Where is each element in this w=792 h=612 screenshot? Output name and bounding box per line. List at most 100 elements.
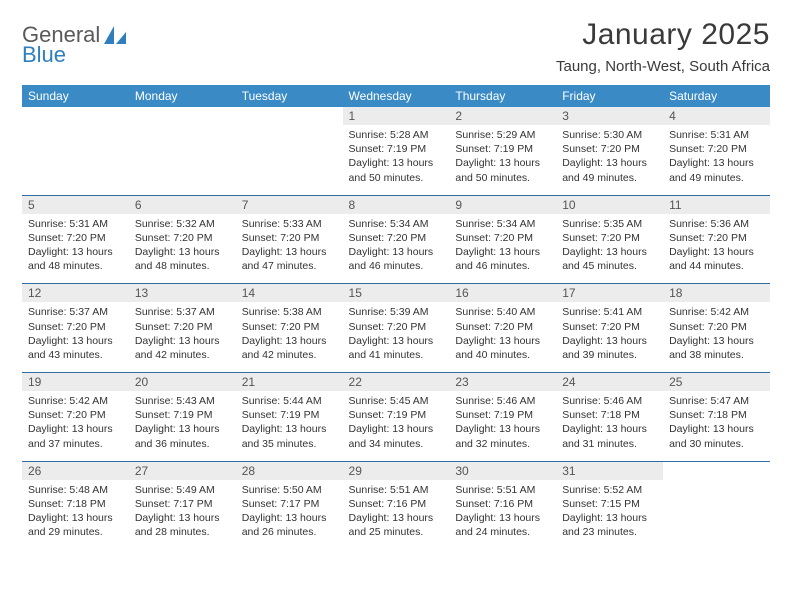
weekday-header: Sunday bbox=[22, 85, 129, 107]
calendar-day-cell: 22Sunrise: 5:45 AMSunset: 7:19 PMDayligh… bbox=[343, 373, 450, 462]
day-number: 26 bbox=[22, 462, 129, 480]
day-content: Sunrise: 5:47 AMSunset: 7:18 PMDaylight:… bbox=[663, 391, 770, 461]
day-number: 9 bbox=[449, 196, 556, 214]
day-content: Sunrise: 5:32 AMSunset: 7:20 PMDaylight:… bbox=[129, 214, 236, 284]
day-content: Sunrise: 5:52 AMSunset: 7:15 PMDaylight:… bbox=[556, 480, 663, 550]
daylight-line: Daylight: 13 hours and 50 minutes. bbox=[349, 156, 444, 184]
day-number: 22 bbox=[343, 373, 450, 391]
sunrise-line: Sunrise: 5:51 AM bbox=[349, 483, 444, 497]
sunrise-line: Sunrise: 5:49 AM bbox=[135, 483, 230, 497]
sunset-line: Sunset: 7:19 PM bbox=[455, 408, 550, 422]
sunrise-line: Sunrise: 5:50 AM bbox=[242, 483, 337, 497]
day-content: Sunrise: 5:42 AMSunset: 7:20 PMDaylight:… bbox=[22, 391, 129, 461]
sunrise-line: Sunrise: 5:52 AM bbox=[562, 483, 657, 497]
sunset-line: Sunset: 7:20 PM bbox=[562, 231, 657, 245]
daylight-line: Daylight: 13 hours and 36 minutes. bbox=[135, 422, 230, 450]
calendar-day-cell: 28Sunrise: 5:50 AMSunset: 7:17 PMDayligh… bbox=[236, 461, 343, 549]
sunrise-line: Sunrise: 5:31 AM bbox=[28, 217, 123, 231]
sunset-line: Sunset: 7:20 PM bbox=[242, 320, 337, 334]
calendar-day-cell: 10Sunrise: 5:35 AMSunset: 7:20 PMDayligh… bbox=[556, 195, 663, 284]
day-content: Sunrise: 5:28 AMSunset: 7:19 PMDaylight:… bbox=[343, 125, 450, 195]
brand-logo: General Blue bbox=[22, 18, 128, 66]
logo-text: General Blue bbox=[22, 24, 100, 66]
sunset-line: Sunset: 7:18 PM bbox=[28, 497, 123, 511]
calendar-day-cell bbox=[129, 107, 236, 195]
daylight-line: Daylight: 13 hours and 47 minutes. bbox=[242, 245, 337, 273]
location-subtitle: Taung, North-West, South Africa bbox=[556, 58, 770, 75]
sunset-line: Sunset: 7:20 PM bbox=[28, 408, 123, 422]
sunrise-line: Sunrise: 5:34 AM bbox=[349, 217, 444, 231]
title-block: January 2025 Taung, North-West, South Af… bbox=[556, 18, 770, 75]
sunrise-line: Sunrise: 5:36 AM bbox=[669, 217, 764, 231]
daylight-line: Daylight: 13 hours and 48 minutes. bbox=[28, 245, 123, 273]
day-number: 10 bbox=[556, 196, 663, 214]
daylight-line: Daylight: 13 hours and 46 minutes. bbox=[349, 245, 444, 273]
day-number: 2 bbox=[449, 107, 556, 125]
day-number: 20 bbox=[129, 373, 236, 391]
calendar-day-cell: 16Sunrise: 5:40 AMSunset: 7:20 PMDayligh… bbox=[449, 284, 556, 373]
sunset-line: Sunset: 7:20 PM bbox=[135, 231, 230, 245]
sunset-line: Sunset: 7:20 PM bbox=[669, 142, 764, 156]
day-number: 27 bbox=[129, 462, 236, 480]
day-content: Sunrise: 5:43 AMSunset: 7:19 PMDaylight:… bbox=[129, 391, 236, 461]
day-number: 11 bbox=[663, 196, 770, 214]
sunset-line: Sunset: 7:20 PM bbox=[455, 320, 550, 334]
sunset-line: Sunset: 7:20 PM bbox=[562, 320, 657, 334]
sunset-line: Sunset: 7:20 PM bbox=[669, 231, 764, 245]
calendar-day-cell: 27Sunrise: 5:49 AMSunset: 7:17 PMDayligh… bbox=[129, 461, 236, 549]
sunset-line: Sunset: 7:20 PM bbox=[135, 320, 230, 334]
day-content: Sunrise: 5:35 AMSunset: 7:20 PMDaylight:… bbox=[556, 214, 663, 284]
day-number: 28 bbox=[236, 462, 343, 480]
daylight-line: Daylight: 13 hours and 25 minutes. bbox=[349, 511, 444, 539]
day-content: Sunrise: 5:29 AMSunset: 7:19 PMDaylight:… bbox=[449, 125, 556, 195]
day-content bbox=[129, 125, 236, 152]
sunrise-line: Sunrise: 5:33 AM bbox=[242, 217, 337, 231]
daylight-line: Daylight: 13 hours and 23 minutes. bbox=[562, 511, 657, 539]
sunset-line: Sunset: 7:18 PM bbox=[562, 408, 657, 422]
day-number: 7 bbox=[236, 196, 343, 214]
daylight-line: Daylight: 13 hours and 42 minutes. bbox=[135, 334, 230, 362]
day-number bbox=[22, 107, 129, 125]
sunrise-line: Sunrise: 5:41 AM bbox=[562, 305, 657, 319]
day-content: Sunrise: 5:34 AMSunset: 7:20 PMDaylight:… bbox=[343, 214, 450, 284]
day-content: Sunrise: 5:39 AMSunset: 7:20 PMDaylight:… bbox=[343, 302, 450, 372]
sunset-line: Sunset: 7:17 PM bbox=[135, 497, 230, 511]
day-number: 30 bbox=[449, 462, 556, 480]
sunrise-line: Sunrise: 5:46 AM bbox=[455, 394, 550, 408]
day-number: 6 bbox=[129, 196, 236, 214]
calendar-week-row: 26Sunrise: 5:48 AMSunset: 7:18 PMDayligh… bbox=[22, 461, 770, 549]
day-number: 24 bbox=[556, 373, 663, 391]
calendar-header-row: SundayMondayTuesdayWednesdayThursdayFrid… bbox=[22, 85, 770, 107]
weekday-header: Tuesday bbox=[236, 85, 343, 107]
sunrise-line: Sunrise: 5:31 AM bbox=[669, 128, 764, 142]
day-content: Sunrise: 5:46 AMSunset: 7:19 PMDaylight:… bbox=[449, 391, 556, 461]
calendar-day-cell: 29Sunrise: 5:51 AMSunset: 7:16 PMDayligh… bbox=[343, 461, 450, 549]
day-content: Sunrise: 5:45 AMSunset: 7:19 PMDaylight:… bbox=[343, 391, 450, 461]
calendar-week-row: 5Sunrise: 5:31 AMSunset: 7:20 PMDaylight… bbox=[22, 195, 770, 284]
day-number: 18 bbox=[663, 284, 770, 302]
day-content: Sunrise: 5:49 AMSunset: 7:17 PMDaylight:… bbox=[129, 480, 236, 550]
weekday-header: Wednesday bbox=[343, 85, 450, 107]
day-content: Sunrise: 5:37 AMSunset: 7:20 PMDaylight:… bbox=[22, 302, 129, 372]
day-content: Sunrise: 5:37 AMSunset: 7:20 PMDaylight:… bbox=[129, 302, 236, 372]
sunrise-line: Sunrise: 5:43 AM bbox=[135, 394, 230, 408]
day-number: 14 bbox=[236, 284, 343, 302]
daylight-line: Daylight: 13 hours and 31 minutes. bbox=[562, 422, 657, 450]
day-number: 25 bbox=[663, 373, 770, 391]
day-content: Sunrise: 5:41 AMSunset: 7:20 PMDaylight:… bbox=[556, 302, 663, 372]
sunset-line: Sunset: 7:19 PM bbox=[135, 408, 230, 422]
day-number: 15 bbox=[343, 284, 450, 302]
calendar-day-cell bbox=[236, 107, 343, 195]
calendar-day-cell: 4Sunrise: 5:31 AMSunset: 7:20 PMDaylight… bbox=[663, 107, 770, 195]
day-content bbox=[22, 125, 129, 152]
sunrise-line: Sunrise: 5:51 AM bbox=[455, 483, 550, 497]
calendar-day-cell: 19Sunrise: 5:42 AMSunset: 7:20 PMDayligh… bbox=[22, 373, 129, 462]
day-number: 5 bbox=[22, 196, 129, 214]
weekday-header: Friday bbox=[556, 85, 663, 107]
daylight-line: Daylight: 13 hours and 49 minutes. bbox=[669, 156, 764, 184]
daylight-line: Daylight: 13 hours and 48 minutes. bbox=[135, 245, 230, 273]
calendar-day-cell: 9Sunrise: 5:34 AMSunset: 7:20 PMDaylight… bbox=[449, 195, 556, 284]
day-content: Sunrise: 5:38 AMSunset: 7:20 PMDaylight:… bbox=[236, 302, 343, 372]
day-number bbox=[236, 107, 343, 125]
day-content: Sunrise: 5:44 AMSunset: 7:19 PMDaylight:… bbox=[236, 391, 343, 461]
